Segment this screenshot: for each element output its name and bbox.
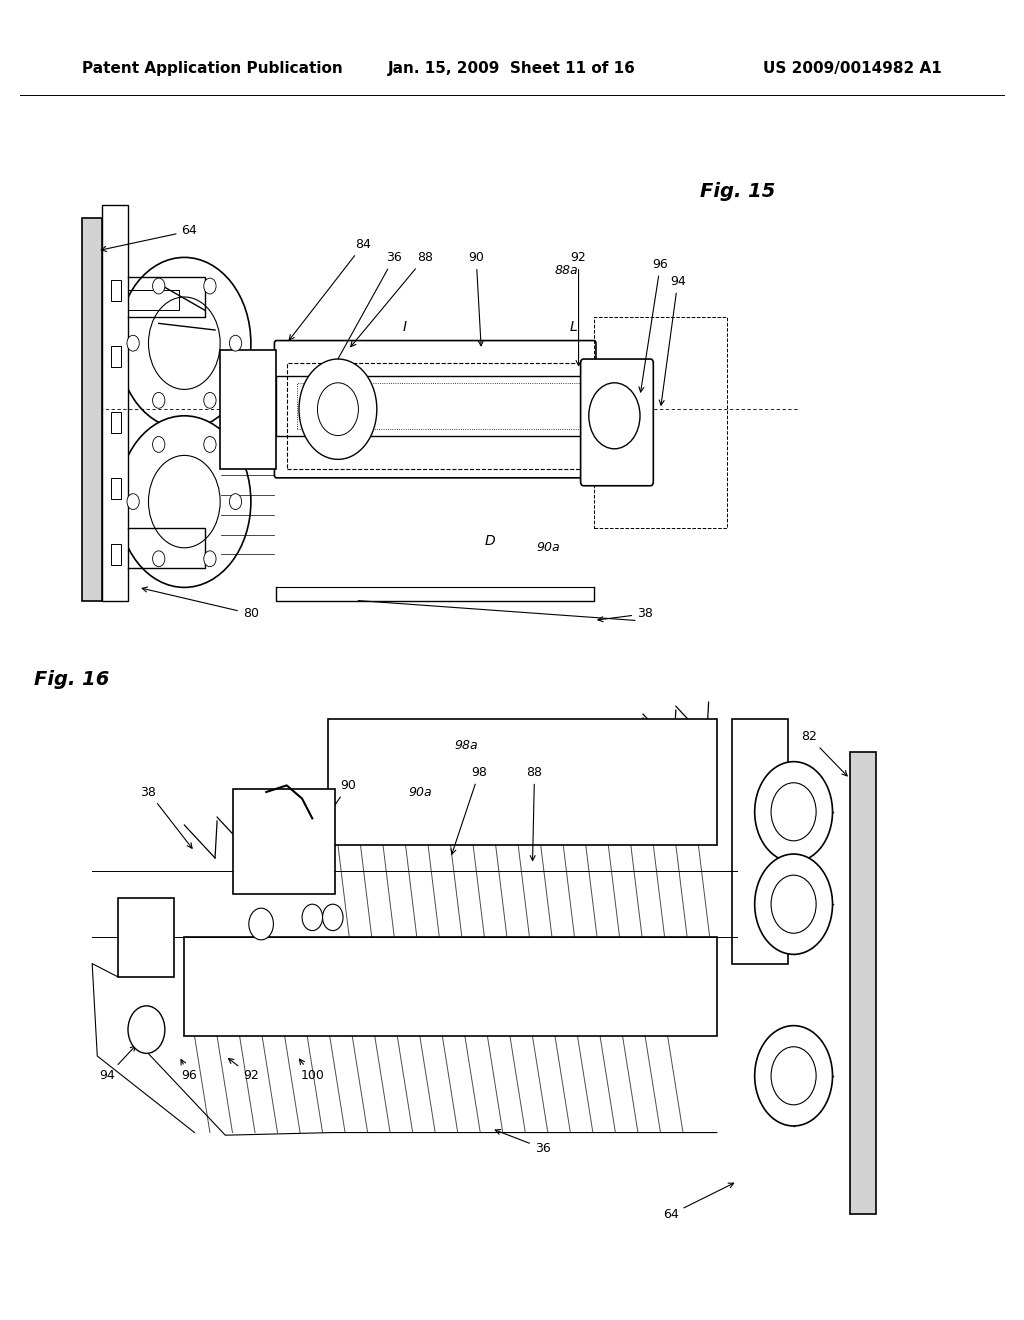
Text: 94: 94 bbox=[99, 1045, 135, 1082]
Bar bbox=[82, 218, 102, 601]
Circle shape bbox=[153, 550, 165, 566]
Bar bbox=[328, 719, 717, 845]
Circle shape bbox=[118, 257, 251, 429]
Circle shape bbox=[771, 783, 816, 841]
Circle shape bbox=[249, 908, 273, 940]
Circle shape bbox=[153, 392, 165, 408]
Text: 88a: 88a bbox=[554, 264, 579, 277]
Text: 90a: 90a bbox=[408, 785, 432, 799]
Circle shape bbox=[204, 437, 216, 453]
Bar bbox=[276, 376, 604, 436]
Circle shape bbox=[302, 904, 323, 931]
Bar bbox=[111, 544, 121, 565]
Circle shape bbox=[204, 550, 216, 566]
Text: 92: 92 bbox=[228, 1059, 259, 1082]
Circle shape bbox=[128, 1006, 165, 1053]
Circle shape bbox=[755, 762, 833, 862]
Text: 96: 96 bbox=[639, 257, 669, 392]
Text: 88: 88 bbox=[351, 251, 433, 347]
Text: I: I bbox=[402, 321, 407, 334]
Text: D: D bbox=[484, 535, 495, 548]
Circle shape bbox=[118, 416, 251, 587]
Text: 92: 92 bbox=[570, 251, 587, 366]
FancyBboxPatch shape bbox=[581, 359, 653, 486]
Circle shape bbox=[771, 875, 816, 933]
Text: 80: 80 bbox=[142, 587, 259, 620]
Text: 36: 36 bbox=[319, 251, 402, 392]
Text: US 2009/0014982 A1: US 2009/0014982 A1 bbox=[763, 61, 942, 75]
Text: Patent Application Publication: Patent Application Publication bbox=[82, 61, 343, 75]
FancyBboxPatch shape bbox=[274, 341, 596, 478]
Text: 64: 64 bbox=[663, 1183, 733, 1221]
Bar bbox=[111, 478, 121, 499]
Bar bbox=[220, 350, 276, 469]
Text: 38: 38 bbox=[140, 785, 193, 849]
Text: Fig. 15: Fig. 15 bbox=[699, 182, 775, 201]
Bar bbox=[184, 937, 717, 1036]
Circle shape bbox=[755, 854, 833, 954]
Circle shape bbox=[589, 383, 640, 449]
Circle shape bbox=[153, 437, 165, 453]
Bar bbox=[118, 898, 174, 977]
Circle shape bbox=[771, 1047, 816, 1105]
Bar bbox=[732, 719, 788, 964]
Text: 98a: 98a bbox=[454, 739, 478, 752]
Text: 82: 82 bbox=[801, 730, 847, 776]
Text: 96: 96 bbox=[181, 1060, 198, 1082]
Text: 36: 36 bbox=[496, 1130, 551, 1155]
Bar bbox=[287, 363, 584, 469]
Circle shape bbox=[317, 383, 358, 436]
Circle shape bbox=[229, 335, 242, 351]
Bar bbox=[594, 317, 727, 528]
Bar bbox=[111, 280, 121, 301]
Bar bbox=[111, 346, 121, 367]
Text: 90: 90 bbox=[468, 251, 484, 346]
Text: 90a: 90a bbox=[536, 541, 560, 554]
Text: 64: 64 bbox=[101, 224, 198, 251]
Circle shape bbox=[299, 359, 377, 459]
Bar bbox=[297, 383, 584, 429]
Text: Fig. 16: Fig. 16 bbox=[34, 671, 110, 689]
Circle shape bbox=[755, 1026, 833, 1126]
Text: 84: 84 bbox=[289, 238, 372, 341]
Text: 38: 38 bbox=[598, 607, 653, 622]
Text: L: L bbox=[569, 321, 578, 334]
Circle shape bbox=[229, 494, 242, 510]
Text: Jan. 15, 2009  Sheet 11 of 16: Jan. 15, 2009 Sheet 11 of 16 bbox=[388, 61, 636, 75]
Circle shape bbox=[204, 279, 216, 294]
Circle shape bbox=[127, 335, 139, 351]
Bar bbox=[850, 752, 876, 1214]
Text: 94: 94 bbox=[659, 275, 686, 405]
Circle shape bbox=[204, 392, 216, 408]
Bar bbox=[102, 205, 128, 601]
Circle shape bbox=[153, 279, 165, 294]
FancyBboxPatch shape bbox=[233, 789, 335, 894]
Circle shape bbox=[148, 297, 220, 389]
Circle shape bbox=[127, 494, 139, 510]
Circle shape bbox=[148, 455, 220, 548]
Text: 100: 100 bbox=[299, 1059, 325, 1082]
Text: 90: 90 bbox=[284, 779, 356, 880]
Bar bbox=[111, 412, 121, 433]
Text: 88: 88 bbox=[526, 766, 543, 861]
Circle shape bbox=[323, 904, 343, 931]
Text: 98: 98 bbox=[451, 766, 487, 854]
